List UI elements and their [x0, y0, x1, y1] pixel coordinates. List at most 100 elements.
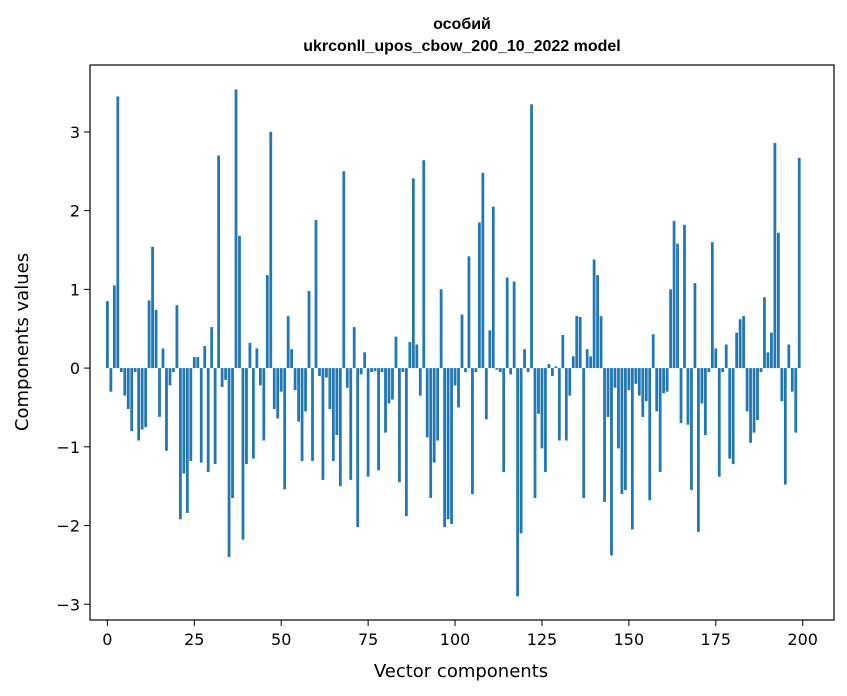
- bar-166: [683, 224, 686, 369]
- bar-25: [192, 357, 196, 369]
- bar-67: [338, 368, 342, 487]
- bar-99: [450, 368, 453, 524]
- bar-155: [644, 368, 648, 402]
- x-tick-label: 175: [701, 630, 732, 649]
- bar-1: [109, 368, 113, 392]
- bars-group: [105, 89, 801, 597]
- bar-196: [787, 344, 791, 369]
- bar-183: [742, 316, 745, 369]
- y-tick-label: −1: [56, 438, 80, 457]
- bar-27: [199, 368, 203, 463]
- bar-96: [439, 289, 443, 369]
- bar-132: [564, 368, 568, 441]
- x-axis-label: Vector components: [374, 661, 548, 682]
- bar-80: [384, 368, 387, 433]
- bar-48: [272, 368, 276, 410]
- bar-160: [662, 368, 666, 394]
- bar-59: [311, 368, 314, 461]
- bar-3: [116, 96, 120, 369]
- bar-66: [335, 368, 339, 435]
- bar-173: [707, 368, 711, 373]
- bar-85: [401, 368, 405, 373]
- bar-75: [366, 368, 370, 477]
- bar-163: [672, 220, 676, 369]
- bar-41: [248, 342, 252, 369]
- y-tick-label: 2: [70, 202, 80, 221]
- bar-42: [252, 368, 255, 459]
- bar-40: [245, 368, 248, 465]
- bar-128: [551, 368, 554, 376]
- bar-74: [363, 352, 367, 369]
- y-tick-label: −3: [56, 595, 80, 614]
- bar-159: [658, 368, 662, 472]
- bar-49: [276, 368, 280, 419]
- y-tick-label: 1: [70, 280, 80, 299]
- bar-24: [189, 368, 193, 461]
- bar-15: [158, 368, 161, 417]
- bar-185: [749, 368, 752, 443]
- bar-32: [217, 155, 221, 369]
- x-tick-label: 25: [184, 630, 204, 649]
- bar-120: [523, 349, 526, 369]
- bar-100: [453, 368, 457, 386]
- bar-22: [182, 368, 186, 474]
- x-tick-label: 200: [787, 630, 818, 649]
- bar-81: [387, 368, 391, 404]
- bar-73: [359, 368, 363, 375]
- bar-4: [119, 368, 123, 373]
- bar-55: [297, 368, 300, 422]
- bar-193: [776, 232, 780, 369]
- bar-31: [213, 368, 217, 465]
- bar-60: [314, 220, 318, 369]
- bar-138: [585, 349, 589, 369]
- bar-174: [710, 242, 714, 369]
- bar-86: [404, 368, 408, 517]
- bar-115: [505, 277, 509, 369]
- bar-43: [255, 348, 259, 369]
- bar-88: [411, 178, 415, 369]
- bar-71: [352, 327, 356, 369]
- bar-188: [759, 368, 763, 373]
- bar-140: [592, 259, 596, 369]
- bar-50: [279, 368, 283, 392]
- bar-63: [325, 368, 328, 378]
- bar-52: [286, 316, 290, 369]
- bar-95: [436, 368, 440, 441]
- bar-68: [342, 171, 346, 369]
- bar-147: [617, 368, 620, 449]
- bar-17: [165, 368, 168, 451]
- bar-135: [575, 316, 579, 369]
- bar-172: [703, 368, 707, 435]
- bar-197: [790, 368, 794, 392]
- bar-119: [519, 368, 523, 534]
- bar-2: [112, 285, 116, 369]
- bar-44: [258, 368, 262, 386]
- bar-182: [738, 319, 742, 369]
- bar-45: [262, 368, 266, 441]
- bar-19: [172, 368, 175, 373]
- bar-152: [634, 368, 638, 384]
- bar-5: [123, 368, 127, 396]
- bar-110: [488, 330, 492, 369]
- y-tick-label: 3: [70, 123, 80, 142]
- bar-142: [599, 316, 603, 369]
- bar-153: [637, 368, 641, 396]
- bar-9: [137, 368, 141, 441]
- chart-title: особий: [433, 16, 491, 33]
- bar-14: [154, 309, 158, 369]
- bar-164: [676, 243, 679, 369]
- bar-168: [690, 368, 693, 491]
- y-axis-ticks: −3 −2 −1 0 1 2 3: [56, 123, 90, 614]
- bar-21: [179, 368, 182, 520]
- bar-186: [752, 368, 756, 433]
- bar-105: [471, 368, 474, 495]
- bar-180: [731, 368, 735, 465]
- chart-subtitle: ukrconll_upos_cbow_200_10_2022 model: [303, 38, 620, 55]
- bar-29: [206, 368, 210, 472]
- bar-103: [464, 368, 467, 373]
- bar-35: [227, 368, 231, 558]
- bar-123: [533, 368, 537, 498]
- bar-12: [147, 300, 151, 369]
- bar-151: [630, 368, 634, 530]
- bar-191: [770, 332, 773, 369]
